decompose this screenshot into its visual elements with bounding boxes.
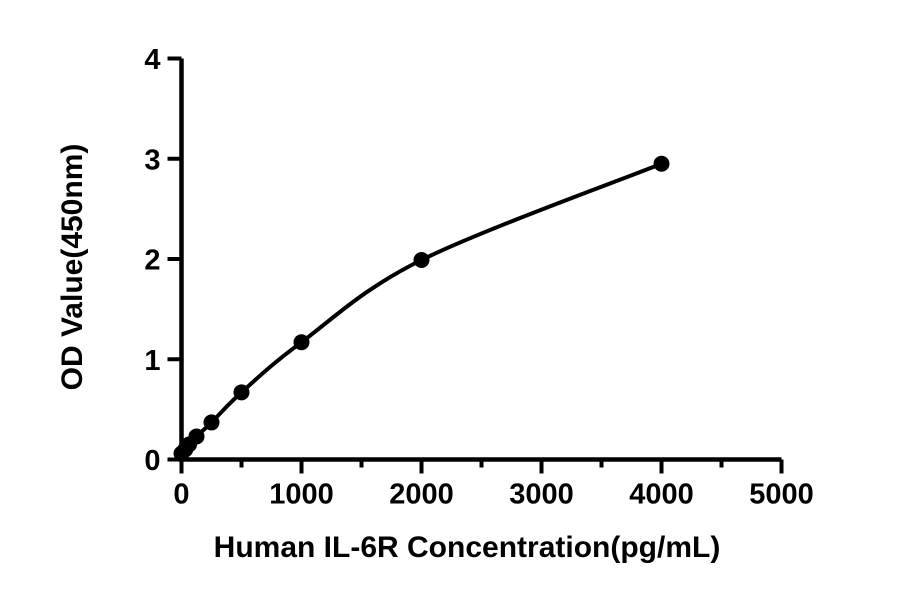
x-tick-label: 5000 bbox=[749, 479, 814, 511]
standard-curve-line bbox=[179, 161, 664, 456]
y-tick-label: 2 bbox=[144, 245, 160, 277]
x-tick-label: 1000 bbox=[269, 479, 334, 511]
y-tick-label: 1 bbox=[144, 345, 160, 377]
x-tick-label: 2000 bbox=[389, 479, 454, 511]
data-point bbox=[293, 334, 310, 351]
y-tick-label: 0 bbox=[144, 445, 160, 477]
x-tick-label: 3000 bbox=[509, 479, 574, 511]
y-tick-label: 3 bbox=[144, 144, 160, 176]
data-point bbox=[413, 252, 430, 269]
x-axis-title: Human IL-6R Concentration(pg/mL) bbox=[213, 531, 721, 564]
y-axis-title: OD Value(450nm) bbox=[56, 143, 89, 391]
data-point bbox=[233, 384, 250, 401]
data-point bbox=[203, 414, 220, 431]
y-tick-label: 4 bbox=[144, 44, 160, 76]
data-point bbox=[188, 428, 205, 445]
x-tick-label: 4000 bbox=[629, 479, 694, 511]
x-tick-label: 0 bbox=[173, 479, 189, 511]
data-point bbox=[653, 155, 670, 172]
